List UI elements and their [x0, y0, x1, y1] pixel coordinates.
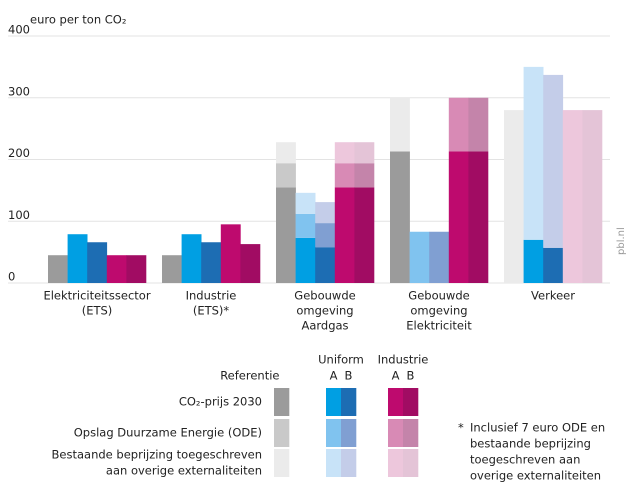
bar-segment [315, 247, 336, 283]
x-tick-label: Elektriciteitssector [43, 289, 150, 303]
legend-swatch [388, 419, 404, 447]
bar-segment [276, 187, 296, 283]
bar-segment [390, 151, 410, 283]
bar-segment [295, 192, 316, 214]
bar-segment [354, 142, 375, 164]
bar-segment [67, 234, 88, 283]
legend-swatch [341, 449, 357, 477]
x-tick-label: omgeving [410, 304, 467, 318]
bar-segment [543, 247, 564, 283]
legend-label: Bestaande beprijzing toegeschreven [52, 448, 262, 462]
x-tick-label: Elektriciteit [406, 319, 472, 333]
legend-label: aan overige externaliteiten [106, 464, 262, 478]
bar-segment [315, 202, 336, 224]
bar-segment [295, 237, 316, 283]
bar-segment [126, 255, 147, 283]
bar-segment [276, 142, 296, 164]
legend-swatch [274, 388, 290, 416]
legend-swatch [326, 388, 342, 416]
bar-segment [409, 231, 430, 283]
x-tick-label: Verkeer [531, 289, 575, 303]
bar-segment [562, 110, 583, 283]
legend-swatch [403, 419, 419, 447]
bar-segment [523, 239, 544, 283]
footnote: bestaande beprijzing [470, 437, 591, 451]
bar-segment [448, 97, 469, 152]
bar-segment [181, 234, 202, 283]
x-tick-label: omgeving [296, 304, 353, 318]
legend-swatch [341, 419, 357, 447]
bar-segment [201, 242, 222, 283]
x-tick-label: Gebouwde [408, 289, 469, 303]
y-tick-label: 100 [8, 208, 30, 222]
x-tick-label: Industrie [186, 289, 237, 303]
bar-segment [106, 255, 127, 283]
x-tick-label: Aardgas [301, 319, 348, 333]
legend-subheader: B [345, 369, 353, 383]
bar-segment [504, 110, 524, 283]
bar-segment [354, 187, 375, 283]
bar-segment [390, 97, 410, 152]
legend-subheader: A [330, 369, 338, 383]
y-axis-label: euro per ton CO₂ [30, 13, 126, 27]
legend-swatch [274, 419, 290, 447]
legend-label: CO₂-prijs 2030 [179, 395, 262, 409]
legend-subheader: B [407, 369, 415, 383]
bar-segment [87, 242, 108, 283]
legend-header: Uniform [318, 353, 364, 367]
x-tick-label: (ETS) [82, 304, 113, 318]
legend-swatch [274, 449, 290, 477]
legend-swatch [403, 449, 419, 477]
bar-segment [276, 163, 296, 188]
y-tick-label: 400 [8, 23, 30, 37]
legend-header: Referentie [220, 369, 279, 383]
legend-swatch [388, 449, 404, 477]
footnote: toegeschreven aan [470, 453, 580, 467]
legend-swatch [326, 419, 342, 447]
legend-subheader: A [392, 369, 400, 383]
bar-segment [448, 151, 469, 283]
legend-swatch [326, 449, 342, 477]
x-tick-label: (ETS)* [193, 304, 230, 318]
legend-swatch [388, 388, 404, 416]
y-tick-label: 0 [8, 270, 15, 284]
y-tick-label: 300 [8, 84, 30, 98]
x-tick-label: Gebouwde [294, 289, 355, 303]
legend-header: Industrie [378, 353, 429, 367]
footnote: Inclusief 7 euro ODE en [470, 421, 605, 435]
y-tick-label: 200 [8, 146, 30, 160]
watermark: pbl.nl [616, 227, 627, 255]
bar-segment [334, 142, 355, 164]
bar-segment [48, 255, 68, 283]
bar-segment [543, 74, 564, 248]
bar-segment [334, 163, 355, 188]
footnote: overige externaliteiten [470, 469, 601, 483]
bar-segment [295, 213, 316, 238]
bar-segment [468, 151, 489, 283]
legend-swatch [403, 388, 419, 416]
legend-swatch [341, 388, 357, 416]
bar-segment [354, 163, 375, 188]
bar-segment [523, 66, 544, 240]
bar-segment [240, 244, 261, 283]
footnote: * [458, 421, 464, 435]
bar-segment [582, 110, 603, 283]
bar-segment [162, 255, 182, 283]
legend-label: Opslag Duurzame Energie (ODE) [74, 426, 262, 440]
bar-segment [468, 97, 489, 152]
bar-segment [220, 224, 241, 283]
bar-segment [429, 231, 450, 283]
bar-segment [334, 187, 355, 283]
bar-segment [315, 223, 336, 248]
